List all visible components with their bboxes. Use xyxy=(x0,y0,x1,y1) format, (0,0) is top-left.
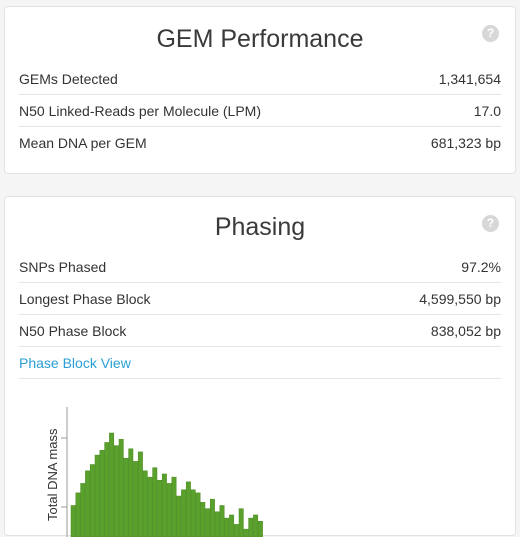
metric-label: SNPs Phased xyxy=(19,258,107,275)
histogram-bar xyxy=(253,514,259,537)
metric-label: N50 Linked-Reads per Molecule (LPM) xyxy=(19,102,261,119)
metric-value: 4,599,550 bp xyxy=(419,290,501,307)
phase-block-view-link[interactable]: Phase Block View xyxy=(19,354,131,371)
histogram-bar xyxy=(70,505,76,537)
histogram-bar xyxy=(166,483,172,537)
histogram-bar xyxy=(214,511,220,537)
histogram-bars xyxy=(70,432,263,537)
histogram-bar xyxy=(219,505,225,537)
gem-performance-title: GEM Performance xyxy=(156,25,364,53)
histogram-bar xyxy=(243,528,249,537)
histogram-bar xyxy=(171,476,177,537)
histogram-bar xyxy=(128,448,134,537)
histogram-bar xyxy=(224,517,230,537)
metric-row-snps-phased: SNPs Phased 97.2% xyxy=(19,251,501,283)
metric-row-n50-phase-block: N50 Phase Block 838,052 bp xyxy=(19,315,501,347)
histogram-bar xyxy=(233,524,239,537)
histogram-bar xyxy=(123,457,129,537)
histogram-bar xyxy=(75,492,81,537)
metric-row-gems-detected: GEMs Detected 1,341,654 xyxy=(19,63,501,95)
histogram-bar xyxy=(152,467,158,537)
metric-row-n50-lpm: N50 Linked-Reads per Molecule (LPM) 17.0 xyxy=(19,95,501,127)
metric-row-longest-phase-block: Longest Phase Block 4,599,550 bp xyxy=(19,283,501,315)
metric-label: Mean DNA per GEM xyxy=(19,134,147,151)
metric-value: 1,341,654 xyxy=(438,70,501,87)
metric-value: 97.2% xyxy=(461,258,501,275)
histogram-bar xyxy=(205,508,211,537)
gem-performance-card: GEM Performance ? GEMs Detected 1,341,65… xyxy=(4,6,516,174)
histogram-bar xyxy=(89,464,95,537)
histogram-bar xyxy=(181,489,187,537)
histogram-bar xyxy=(157,480,163,537)
histogram-bar xyxy=(133,461,139,537)
histogram-bar xyxy=(142,470,148,537)
histogram-bar xyxy=(99,450,105,537)
histogram-bar xyxy=(238,508,244,537)
histogram-bar xyxy=(185,481,191,537)
phase-block-view-row: Phase Block View xyxy=(19,347,501,379)
gem-metrics-list: GEMs Detected 1,341,654 N50 Linked-Reads… xyxy=(19,63,501,158)
dna-mass-histogram: Total DNA mass xyxy=(45,407,263,537)
histogram-bar xyxy=(85,470,91,537)
metric-row-mean-dna: Mean DNA per GEM 681,323 bp xyxy=(19,127,501,158)
histogram-bar xyxy=(209,498,215,537)
histogram-bar xyxy=(80,483,86,537)
histogram-bar xyxy=(161,473,167,537)
histogram-bar xyxy=(229,514,235,537)
phasing-metrics-list: SNPs Phased 97.2% Longest Phase Block 4,… xyxy=(19,251,501,379)
histogram-bar xyxy=(248,517,254,537)
histogram-bar xyxy=(118,439,124,537)
y-axis-label: Total DNA mass xyxy=(45,428,60,521)
histogram-bar xyxy=(176,495,182,537)
histogram-bar xyxy=(257,520,263,537)
histogram-bar xyxy=(147,476,153,537)
phasing-title: Phasing xyxy=(214,213,306,241)
metric-label: GEMs Detected xyxy=(19,70,118,87)
metric-label: N50 Phase Block xyxy=(19,322,127,339)
metric-value: 838,052 bp xyxy=(430,322,501,339)
histogram-bar xyxy=(195,492,201,537)
metric-value: 681,323 bp xyxy=(430,134,501,151)
histogram-bar xyxy=(190,489,196,537)
histogram-bar xyxy=(109,432,115,537)
metric-label: Longest Phase Block xyxy=(19,290,151,307)
histogram-bar xyxy=(104,442,110,537)
histogram-bar xyxy=(94,454,100,537)
help-icon[interactable]: ? xyxy=(482,215,499,232)
phasing-card: Phasing ? SNPs Phased 97.2% Longest Phas… xyxy=(4,196,516,537)
histogram-bar xyxy=(137,451,143,537)
metric-value: 17.0 xyxy=(473,102,501,119)
histogram-bar xyxy=(113,445,119,537)
help-icon[interactable]: ? xyxy=(482,25,499,42)
